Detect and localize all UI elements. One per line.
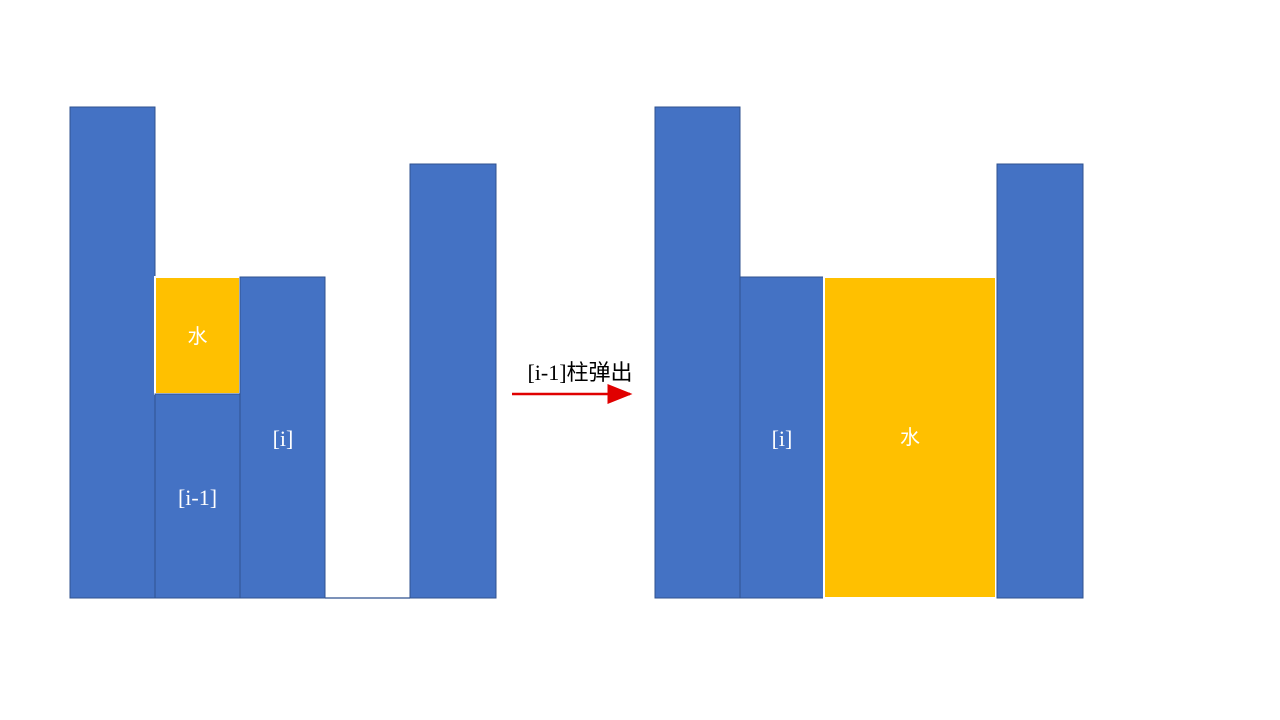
- bar-left-wall: [69, 106, 156, 599]
- transition-label: [i-1]柱弹出: [527, 360, 632, 385]
- water-label: 水: [900, 425, 920, 449]
- bar-left-wall: [654, 106, 741, 599]
- before-panel: 水 [i-1] [i]: [69, 106, 497, 599]
- bar-prev-label: [i-1]: [178, 485, 217, 510]
- transition: [i-1]柱弹出: [512, 360, 633, 404]
- bar-right-wall: [409, 163, 497, 599]
- bar-current-label: [i]: [772, 426, 793, 451]
- bar-prev: [154, 393, 241, 599]
- water-block-small: [154, 276, 241, 395]
- bar-current: [239, 276, 326, 599]
- water-block-large: [823, 276, 997, 599]
- bar-current-label: [i]: [273, 426, 294, 451]
- bar-right-wall: [996, 163, 1084, 599]
- after-panel: [i] 水: [654, 106, 1084, 599]
- water-label: 水: [188, 324, 208, 348]
- bar-current: [739, 276, 825, 599]
